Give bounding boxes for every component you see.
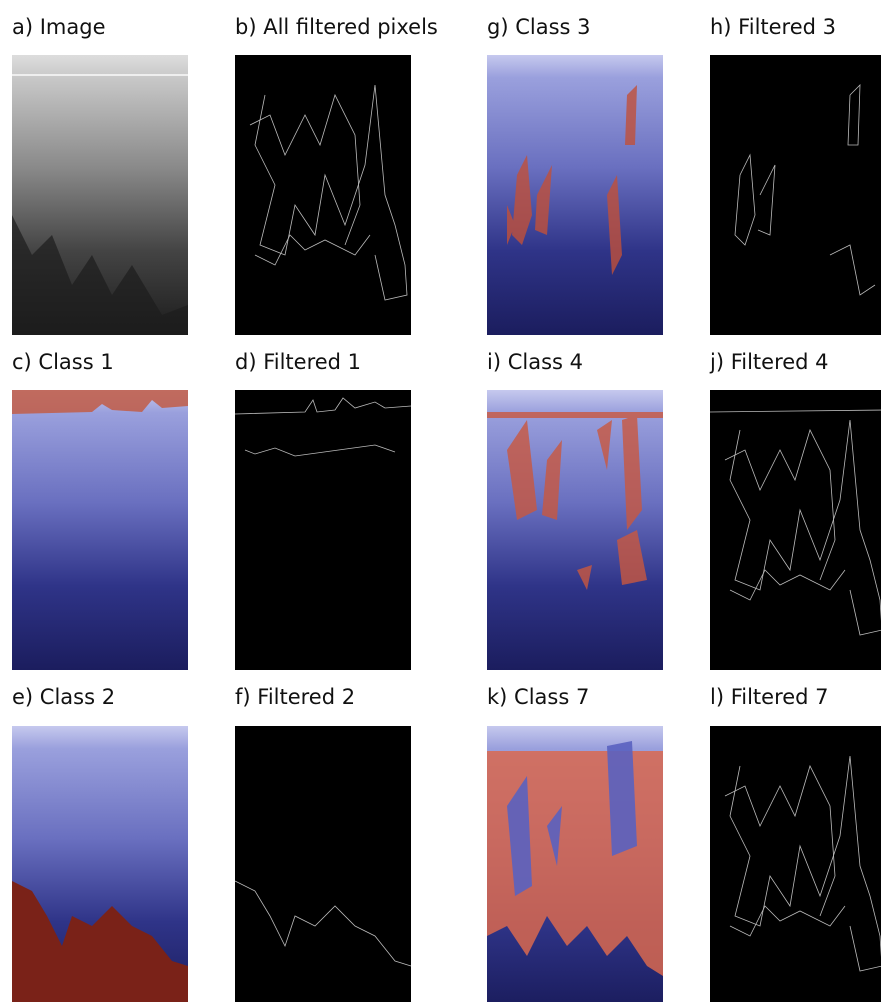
panel-filtered <box>234 390 412 670</box>
panel-class <box>487 390 663 670</box>
panel-filtered <box>709 390 881 670</box>
panel-filtered <box>710 726 881 1002</box>
panel-title: j) Filtered 4 <box>709 350 829 374</box>
panel-filtered <box>710 55 881 335</box>
panel-title: i) Class 4 <box>487 350 583 374</box>
panel-image <box>12 55 188 335</box>
panel-filtered <box>235 55 411 335</box>
panel-title: f) Filtered 2 <box>235 685 355 709</box>
panel-title: l) Filtered 7 <box>710 685 829 709</box>
panel-class <box>487 55 663 335</box>
panel-title: a) Image <box>12 15 106 39</box>
panel-title: g) Class 3 <box>487 15 590 39</box>
panel-class <box>487 726 663 1002</box>
panel-title: k) Class 7 <box>487 685 589 709</box>
panel-class <box>12 726 188 1002</box>
panel-class <box>12 390 188 670</box>
panel-title: h) Filtered 3 <box>710 15 836 39</box>
panel-filtered <box>234 726 412 1002</box>
panel-title: b) All filtered pixels <box>235 15 438 39</box>
panel-title: e) Class 2 <box>12 685 115 709</box>
panel-title: d) Filtered 1 <box>235 350 361 374</box>
panel-title: c) Class 1 <box>12 350 114 374</box>
